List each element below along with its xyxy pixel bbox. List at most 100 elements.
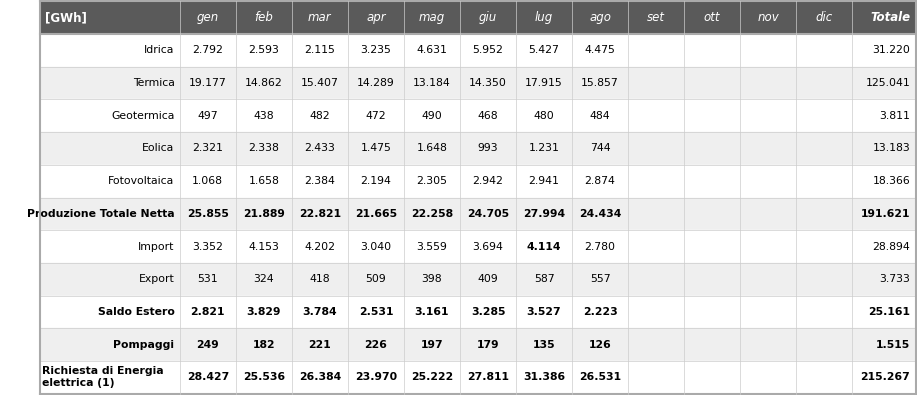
Text: 418: 418 <box>310 274 330 284</box>
Text: 2.433: 2.433 <box>304 143 336 154</box>
Text: 2.942: 2.942 <box>472 176 503 186</box>
Bar <box>628 2 684 34</box>
Text: 3.829: 3.829 <box>247 307 281 317</box>
Text: 15.857: 15.857 <box>581 78 619 88</box>
Text: 25.161: 25.161 <box>868 307 911 317</box>
Text: 191.621: 191.621 <box>861 209 911 219</box>
Text: 3.784: 3.784 <box>303 307 337 317</box>
Text: 2.821: 2.821 <box>191 307 225 317</box>
Bar <box>292 2 348 34</box>
Text: feb: feb <box>254 11 273 24</box>
Bar <box>39 34 915 67</box>
Text: 4.202: 4.202 <box>304 241 336 252</box>
Text: 27.994: 27.994 <box>523 209 565 219</box>
Text: 21.889: 21.889 <box>243 209 285 219</box>
Text: 17.915: 17.915 <box>525 78 563 88</box>
Text: 3.161: 3.161 <box>414 307 449 317</box>
Text: 2.384: 2.384 <box>304 176 336 186</box>
Text: 3.559: 3.559 <box>416 241 447 252</box>
Bar <box>516 2 572 34</box>
Text: 22.821: 22.821 <box>299 209 341 219</box>
Text: 3.352: 3.352 <box>193 241 223 252</box>
Text: 3.694: 3.694 <box>472 241 503 252</box>
Text: 14.289: 14.289 <box>357 78 395 88</box>
Text: 531: 531 <box>197 274 218 284</box>
Text: 3.040: 3.040 <box>360 241 392 252</box>
Bar <box>39 328 915 361</box>
Text: 2.305: 2.305 <box>416 176 447 186</box>
Text: 1.231: 1.231 <box>528 143 559 154</box>
Bar <box>39 67 915 100</box>
Text: giu: giu <box>479 11 497 24</box>
Text: 2.941: 2.941 <box>528 176 559 186</box>
Text: set: set <box>647 11 665 24</box>
Bar <box>39 295 915 328</box>
Text: dic: dic <box>816 11 833 24</box>
Text: 126: 126 <box>589 340 612 350</box>
Text: mar: mar <box>308 11 332 24</box>
Text: 2.531: 2.531 <box>359 307 393 317</box>
Text: 2.194: 2.194 <box>360 176 392 186</box>
Text: 182: 182 <box>252 340 275 350</box>
Text: 557: 557 <box>590 274 611 284</box>
Text: 398: 398 <box>422 274 442 284</box>
Text: 31.386: 31.386 <box>523 372 565 382</box>
Text: 438: 438 <box>253 111 274 121</box>
Text: 18.366: 18.366 <box>873 176 911 186</box>
Text: 3.527: 3.527 <box>526 307 561 317</box>
Text: 24.434: 24.434 <box>579 209 622 219</box>
Text: 14.862: 14.862 <box>245 78 282 88</box>
Text: 1.658: 1.658 <box>249 176 280 186</box>
Text: 480: 480 <box>534 111 555 121</box>
Text: 25.222: 25.222 <box>411 372 453 382</box>
Text: 13.184: 13.184 <box>413 78 451 88</box>
Text: Produzione Totale Netta: Produzione Totale Netta <box>27 209 174 219</box>
Text: [GWh]: [GWh] <box>45 11 87 24</box>
Text: 482: 482 <box>310 111 330 121</box>
Text: 3.235: 3.235 <box>360 45 392 55</box>
Bar <box>740 2 796 34</box>
Text: 4.475: 4.475 <box>585 45 615 55</box>
Text: 249: 249 <box>196 340 219 350</box>
Text: 135: 135 <box>533 340 556 350</box>
Text: 197: 197 <box>421 340 443 350</box>
Bar <box>39 100 915 132</box>
Text: 3.733: 3.733 <box>879 274 911 284</box>
Text: Geotermica: Geotermica <box>111 111 174 121</box>
Text: 490: 490 <box>422 111 442 121</box>
Bar <box>572 2 628 34</box>
Text: mag: mag <box>419 11 445 24</box>
Text: 324: 324 <box>253 274 274 284</box>
Text: 2.874: 2.874 <box>585 176 615 186</box>
Bar <box>39 165 915 198</box>
Text: 27.811: 27.811 <box>467 372 509 382</box>
Text: 2.792: 2.792 <box>193 45 223 55</box>
Text: 993: 993 <box>478 143 498 154</box>
Bar <box>39 263 915 295</box>
Bar <box>852 2 915 34</box>
Text: 23.970: 23.970 <box>355 372 397 382</box>
Bar <box>39 198 915 230</box>
Bar <box>348 2 403 34</box>
Text: 24.705: 24.705 <box>467 209 509 219</box>
Text: 1.475: 1.475 <box>360 143 392 154</box>
Bar <box>39 2 180 34</box>
Text: Totale: Totale <box>870 11 911 24</box>
Text: 744: 744 <box>590 143 611 154</box>
Text: 4.631: 4.631 <box>416 45 447 55</box>
Text: 484: 484 <box>590 111 611 121</box>
Bar <box>684 2 740 34</box>
Bar <box>39 361 915 393</box>
Text: 26.384: 26.384 <box>299 372 341 382</box>
Text: 468: 468 <box>478 111 498 121</box>
Text: 25.855: 25.855 <box>187 209 228 219</box>
Text: 13.183: 13.183 <box>873 143 911 154</box>
Text: ott: ott <box>704 11 721 24</box>
Text: 1.068: 1.068 <box>193 176 223 186</box>
Text: 22.258: 22.258 <box>411 209 453 219</box>
Text: 3.285: 3.285 <box>470 307 505 317</box>
Text: 221: 221 <box>308 340 331 350</box>
Bar <box>39 230 915 263</box>
Text: Eolica: Eolica <box>142 143 174 154</box>
Text: 125.041: 125.041 <box>866 78 911 88</box>
